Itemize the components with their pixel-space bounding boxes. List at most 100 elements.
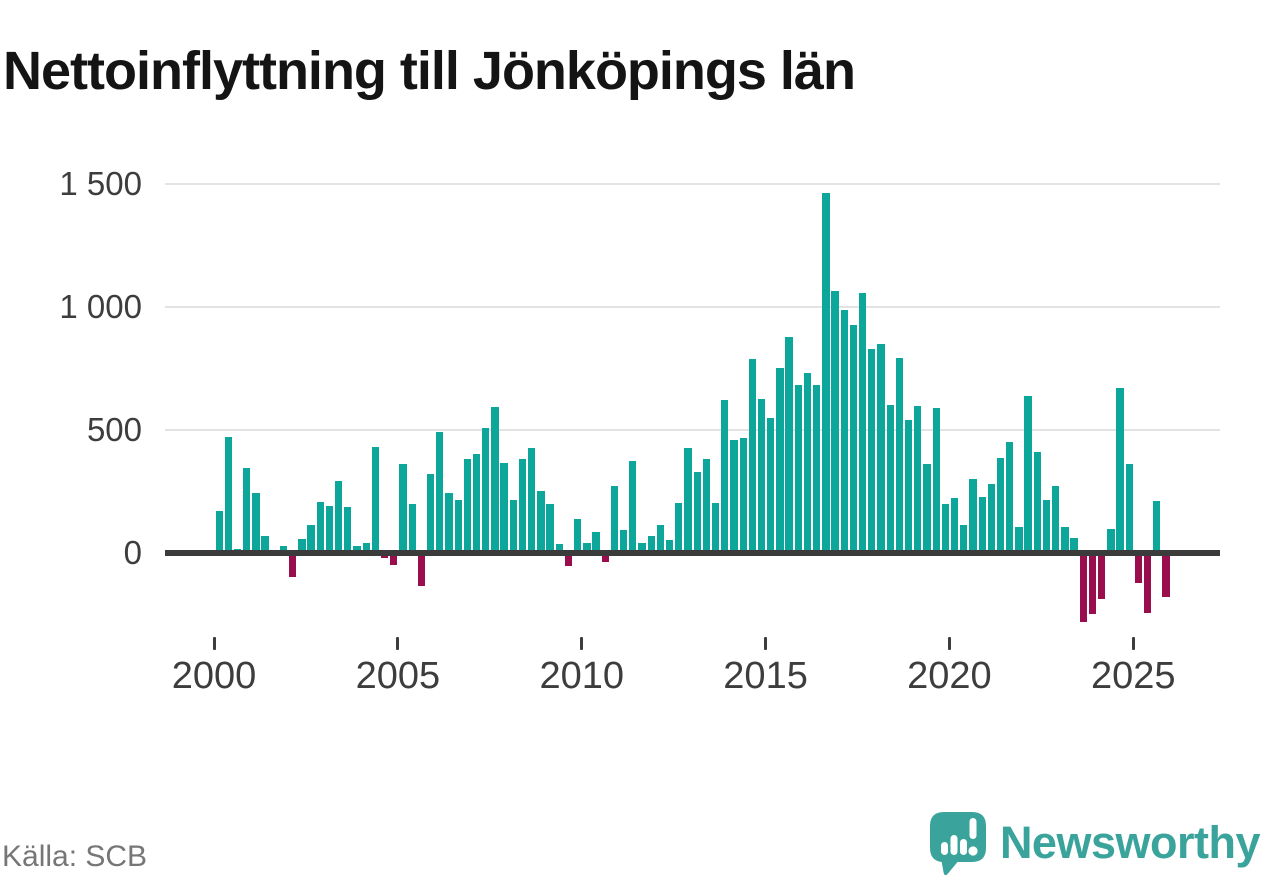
- bar-2012-Q1[interactable]: [656, 525, 665, 550]
- bar-2011-Q1[interactable]: [619, 530, 628, 550]
- bar-2022-Q1[interactable]: [1024, 396, 1032, 550]
- bar-2006-Q1[interactable]: [436, 431, 444, 550]
- bar-2020-Q3[interactable]: [969, 478, 977, 550]
- bar-2011-Q4[interactable]: [647, 536, 655, 550]
- bar-2000-Q1[interactable]: [215, 510, 223, 550]
- bar-2019-Q2[interactable]: [923, 463, 931, 550]
- bar-2009-Q1[interactable]: [546, 504, 554, 550]
- bar-2008-Q1[interactable]: [509, 499, 517, 550]
- bar-2002-Q3[interactable]: [307, 525, 315, 550]
- bar-2010-Q2[interactable]: [592, 531, 600, 550]
- bar-2000-Q3[interactable]: [233, 548, 242, 550]
- bar-2010-Q4[interactable]: [610, 485, 619, 550]
- bar-2020-Q4[interactable]: [978, 497, 986, 550]
- bar-2023-Q3[interactable]: [1079, 556, 1087, 623]
- bar-2013-Q3[interactable]: [711, 503, 720, 550]
- bar-2009-Q4[interactable]: [574, 519, 582, 550]
- bar-2005-Q3[interactable]: [417, 556, 426, 586]
- bar-2025-Q3[interactable]: [1153, 500, 1161, 550]
- bar-2012-Q4[interactable]: [684, 447, 692, 550]
- bar-2020-Q1[interactable]: [950, 498, 959, 550]
- bar-2013-Q1[interactable]: [693, 472, 701, 550]
- bar-2018-Q1[interactable]: [877, 344, 885, 550]
- bar-2001-Q1[interactable]: [252, 493, 260, 550]
- bar-2024-Q2[interactable]: [1107, 529, 1115, 550]
- bar-2024-Q3[interactable]: [1116, 387, 1124, 550]
- bar-2021-Q4[interactable]: [1015, 526, 1023, 550]
- bar-2024-Q1[interactable]: [1098, 556, 1106, 600]
- bar-2022-Q4[interactable]: [1052, 485, 1060, 550]
- bar-2006-Q4[interactable]: [463, 458, 471, 550]
- bar-2012-Q3[interactable]: [675, 503, 683, 550]
- bar-2015-Q3[interactable]: [785, 337, 793, 550]
- bar-2008-Q4[interactable]: [537, 490, 545, 550]
- bar-2013-Q2[interactable]: [702, 458, 711, 550]
- bar-2011-Q2[interactable]: [629, 461, 637, 550]
- bar-2010-Q3[interactable]: [601, 556, 609, 563]
- bar-2018-Q3[interactable]: [895, 357, 904, 550]
- bar-2007-Q3[interactable]: [491, 407, 499, 550]
- bar-2006-Q3[interactable]: [454, 499, 462, 550]
- bar-2017-Q1[interactable]: [840, 309, 848, 550]
- bar-2009-Q3[interactable]: [564, 556, 573, 566]
- bar-2011-Q3[interactable]: [638, 542, 646, 550]
- bar-2005-Q4[interactable]: [426, 473, 435, 550]
- bar-2003-Q3[interactable]: [344, 506, 352, 550]
- bar-2002-Q1[interactable]: [289, 556, 297, 577]
- bar-2023-Q4[interactable]: [1088, 556, 1097, 614]
- bar-2023-Q1[interactable]: [1061, 526, 1069, 550]
- bar-2016-Q2[interactable]: [813, 385, 821, 550]
- bar-2025-Q2[interactable]: [1143, 556, 1152, 613]
- bar-2021-Q1[interactable]: [987, 483, 995, 550]
- bar-2014-Q4[interactable]: [757, 398, 766, 550]
- bar-2009-Q2[interactable]: [555, 543, 563, 550]
- bar-2008-Q2[interactable]: [518, 458, 527, 550]
- bar-2003-Q1[interactable]: [325, 505, 334, 550]
- bar-2007-Q4[interactable]: [500, 462, 508, 550]
- bar-2010-Q1[interactable]: [583, 542, 591, 550]
- bar-2007-Q2[interactable]: [482, 428, 490, 550]
- bar-2025-Q4[interactable]: [1162, 556, 1170, 597]
- bar-2014-Q3[interactable]: [748, 359, 756, 550]
- bar-2005-Q1[interactable]: [399, 463, 407, 550]
- bar-2002-Q2[interactable]: [298, 538, 306, 550]
- bar-2025-Q1[interactable]: [1134, 556, 1143, 584]
- newsworthy-logo[interactable]: Newsworthy: [926, 808, 1261, 878]
- bar-2016-Q4[interactable]: [831, 291, 839, 550]
- bar-2016-Q3[interactable]: [822, 193, 830, 550]
- bar-2015-Q2[interactable]: [776, 367, 784, 550]
- bar-2004-Q1[interactable]: [362, 542, 370, 550]
- bar-2024-Q4[interactable]: [1125, 463, 1133, 550]
- bar-2014-Q2[interactable]: [739, 437, 747, 550]
- bar-2021-Q2[interactable]: [996, 457, 1005, 550]
- bar-2019-Q3[interactable]: [932, 408, 940, 550]
- bar-2003-Q2[interactable]: [335, 481, 343, 550]
- bar-2022-Q2[interactable]: [1033, 451, 1041, 550]
- bar-2016-Q1[interactable]: [803, 372, 812, 550]
- bar-2017-Q3[interactable]: [859, 292, 867, 550]
- bar-2021-Q3[interactable]: [1006, 441, 1014, 550]
- bar-2004-Q4[interactable]: [390, 556, 398, 565]
- bar-2014-Q1[interactable]: [730, 440, 738, 550]
- bar-2015-Q4[interactable]: [794, 385, 802, 550]
- bar-2005-Q2[interactable]: [408, 504, 416, 550]
- bar-2017-Q2[interactable]: [849, 324, 858, 550]
- bar-2022-Q3[interactable]: [1042, 499, 1051, 550]
- bar-2015-Q1[interactable]: [767, 418, 775, 550]
- bar-2000-Q2[interactable]: [224, 436, 232, 550]
- bar-2002-Q4[interactable]: [316, 501, 324, 550]
- bar-2006-Q2[interactable]: [445, 493, 453, 550]
- bar-2004-Q3[interactable]: [380, 556, 389, 559]
- bar-2018-Q2[interactable]: [886, 404, 894, 550]
- bar-2017-Q4[interactable]: [868, 349, 876, 550]
- bar-2001-Q2[interactable]: [261, 536, 269, 550]
- bar-2013-Q4[interactable]: [721, 399, 729, 550]
- bar-2008-Q3[interactable]: [528, 447, 536, 550]
- bar-2007-Q1[interactable]: [472, 453, 481, 550]
- bar-2019-Q1[interactable]: [914, 405, 922, 550]
- bar-2000-Q4[interactable]: [243, 467, 251, 550]
- bar-2023-Q2[interactable]: [1070, 537, 1078, 550]
- bar-2019-Q4[interactable]: [941, 504, 950, 550]
- bar-2001-Q4[interactable]: [279, 546, 288, 550]
- bar-2020-Q2[interactable]: [960, 525, 968, 550]
